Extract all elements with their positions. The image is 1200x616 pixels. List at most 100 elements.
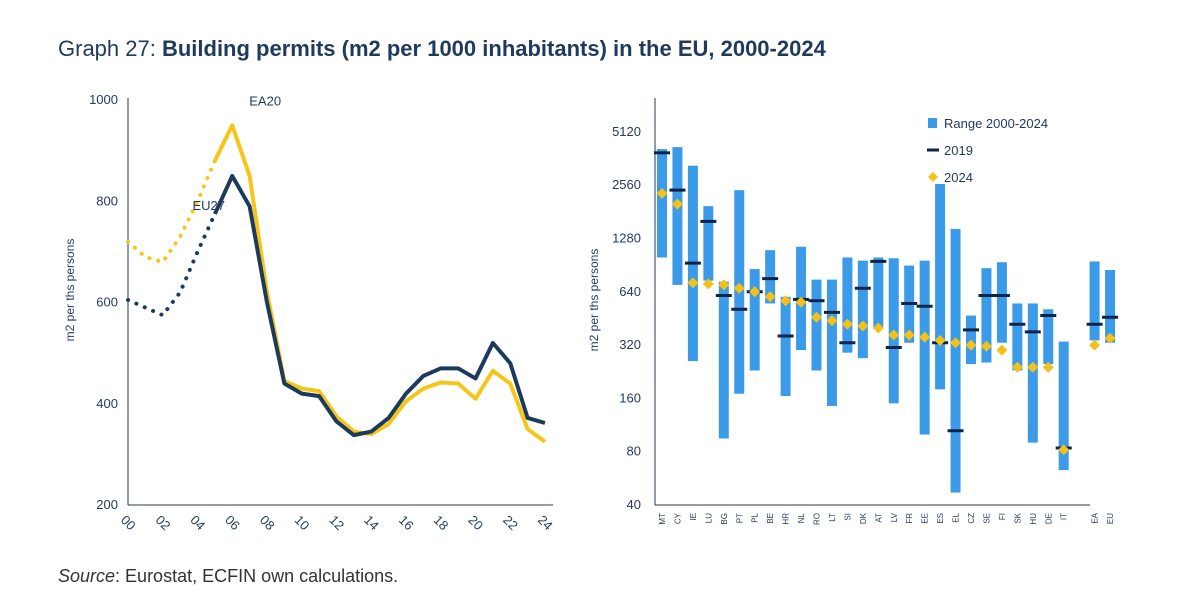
category-label: SK [1013,512,1022,523]
range-bar [749,269,760,371]
series-eu27-label: EU27 [193,198,226,213]
marker-2024 [1027,361,1039,373]
category-label: MT [658,513,667,525]
legend-2019-label: 2019 [944,143,973,158]
marker-2024 [1042,361,1054,373]
category-label: FI [998,513,1007,520]
category-label: CZ [967,513,976,524]
range-bar [857,260,868,359]
category-label: CY [673,512,682,524]
range-bar [734,190,745,394]
y-tick-label: 1000 [89,92,118,107]
series-eu27-dotted-line [126,211,217,318]
y-tick-label: 1280 [612,231,641,246]
category-label: DE [1044,513,1053,524]
range-bar [1105,269,1116,343]
range-bar [904,265,915,343]
series-eu27-line [213,173,546,438]
marker-2024 [903,329,915,341]
range-bar [1043,309,1054,365]
category-label: PT [735,513,744,523]
category-label: HU [1029,513,1038,525]
category-label: AT [874,513,883,523]
range-bar [950,228,961,493]
category-label: HR [782,513,791,525]
legend-2024-label: 2024 [944,170,973,185]
marker-2024 [764,291,776,303]
range-bar [873,257,884,328]
category-label: EL [952,512,961,522]
range-bar [842,257,853,353]
range-bar [703,206,714,281]
category-label: SE [982,513,991,524]
marker-2024 [965,339,977,351]
y-tick-label: 40 [627,497,641,512]
marker-2024 [1058,444,1070,456]
range-bar [796,246,807,351]
x-tick-label: 08 [257,512,278,533]
category-label: EA [1091,512,1100,523]
marker-2024 [919,331,931,343]
range-bar [780,296,791,397]
marker-2024 [1011,361,1023,373]
category-label: RO [813,513,822,525]
marker-2024 [671,198,683,210]
x-tick-label: 22 [500,512,521,533]
marker-2024 [780,295,792,307]
line-chart: 200 400 600 800 1000 00 02 04 06 08 10 12 14 16 18 20 22… [63,92,556,533]
range-bar [888,258,899,404]
y-tick-label: 800 [96,193,118,208]
range-bar [935,184,946,390]
legend-range-swatch [928,118,937,128]
range-bar [966,315,976,365]
marker-2024 [841,318,853,330]
y-tick-label: 640 [619,284,641,299]
category-label: BG [720,513,729,525]
category-label: BE [766,513,775,524]
marker-2024 [934,334,946,346]
x-tick-label: 18 [431,512,452,533]
x-tick-label: 06 [222,512,243,533]
marker-2024 [1089,339,1101,351]
category-label: EE [921,513,930,524]
marker-2024 [980,340,992,352]
x-tick-label: 10 [292,512,313,533]
marker-2024 [950,337,962,349]
y-tick-label: 160 [619,390,641,405]
range-bar [996,262,1007,343]
marker-2024 [687,277,699,289]
range-bar [765,250,776,304]
range-bar [811,279,822,371]
y-tick-label: 2560 [612,177,641,192]
marker-2024 [1104,332,1116,344]
series-ea20-dotted-line [126,158,217,265]
marker-2024 [811,311,822,323]
source-note: Source: Eurostat, ECFIN own calculations… [58,566,398,587]
legend-2024-swatch [928,172,938,182]
source-label: Source [58,566,116,586]
chart-title: Graph 27: Building permits (m2 per 1000 … [58,36,826,62]
range-bar [687,165,698,362]
category-label: LT [828,513,837,522]
range-bar [1089,261,1100,341]
y-tick-label: 400 [96,396,118,411]
x-tick-label: 14 [361,512,382,533]
category-label: LV [890,512,899,522]
y-tick-label: 200 [96,497,118,512]
range-bar [672,147,683,285]
range-bar [826,279,837,406]
x-tick-label: 20 [465,512,486,533]
category-label: IE [689,513,698,521]
range-bar [1012,303,1023,371]
title-prefix: Graph 27: [58,36,162,61]
range-bar [981,268,992,363]
marker-2024 [996,344,1008,356]
y-tick-label: 5120 [612,124,641,139]
x-tick-label: 24 [535,512,556,533]
category-label: FR [905,513,914,524]
x-tick-label: 16 [396,512,417,533]
marker-2024 [795,296,807,308]
category-label: NL [797,512,806,523]
marker-2024 [872,322,884,334]
range-bar [1058,341,1069,471]
